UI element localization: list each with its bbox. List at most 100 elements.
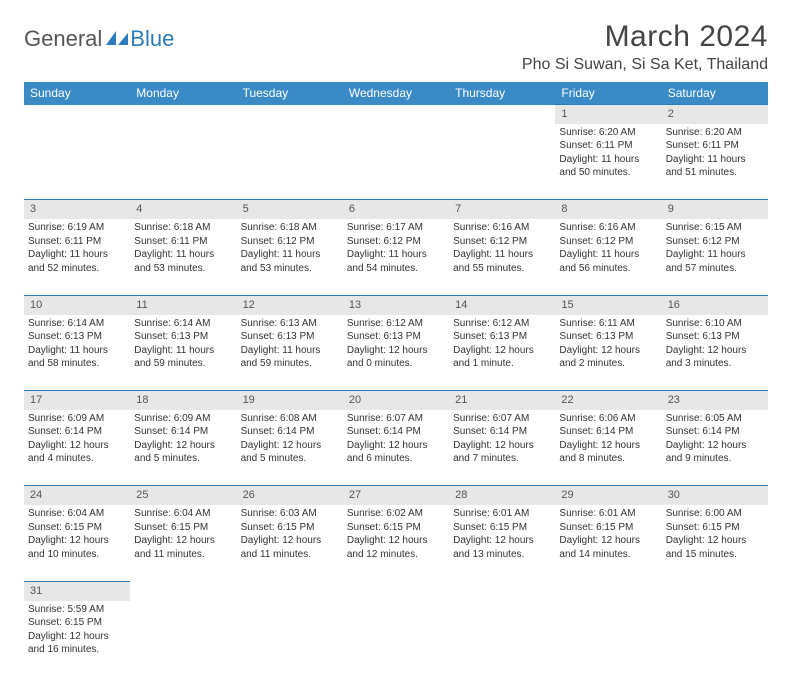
day-number — [555, 581, 661, 600]
daylight-text: Daylight: 12 hours and 12 minutes. — [347, 534, 445, 561]
day-number: 29 — [555, 486, 661, 505]
day-cell: Sunrise: 6:18 AMSunset: 6:12 PMDaylight:… — [237, 219, 343, 295]
sunset-text: Sunset: 6:14 PM — [453, 425, 551, 439]
daylight-text: Daylight: 12 hours and 7 minutes. — [453, 439, 551, 466]
day-cell: Sunrise: 6:20 AMSunset: 6:11 PMDaylight:… — [555, 124, 661, 200]
day-number: 27 — [343, 486, 449, 505]
sunrise-text: Sunrise: 6:14 AM — [28, 317, 126, 331]
sunrise-text: Sunrise: 6:10 AM — [666, 317, 764, 331]
daylight-text: Daylight: 11 hours and 54 minutes. — [347, 248, 445, 275]
sunrise-text: Sunrise: 6:09 AM — [134, 412, 232, 426]
calendar-head: SundayMondayTuesdayWednesdayThursdayFrid… — [24, 82, 768, 105]
sunset-text: Sunset: 6:15 PM — [559, 521, 657, 535]
sunrise-text: Sunrise: 6:13 AM — [241, 317, 339, 331]
month-title: March 2024 — [522, 20, 768, 54]
sunset-text: Sunset: 6:15 PM — [134, 521, 232, 535]
daylight-text: Daylight: 11 hours and 59 minutes. — [241, 344, 339, 371]
sunset-text: Sunset: 6:11 PM — [559, 139, 657, 153]
sunset-text: Sunset: 6:14 PM — [241, 425, 339, 439]
sunset-text: Sunset: 6:15 PM — [666, 521, 764, 535]
day-number: 2 — [662, 105, 768, 124]
sunset-text: Sunset: 6:11 PM — [666, 139, 764, 153]
sunset-text: Sunset: 6:11 PM — [134, 235, 232, 249]
day-header: Sunday — [24, 82, 130, 105]
day-number-row: 24252627282930 — [24, 486, 768, 505]
sunset-text: Sunset: 6:14 PM — [28, 425, 126, 439]
day-number: 4 — [130, 200, 236, 219]
day-number — [237, 105, 343, 124]
daylight-text: Daylight: 11 hours and 55 minutes. — [453, 248, 551, 275]
day-header: Monday — [130, 82, 236, 105]
logo-text-blue: Blue — [130, 26, 174, 52]
day-cell: Sunrise: 6:09 AMSunset: 6:14 PMDaylight:… — [24, 410, 130, 486]
logo: General Blue — [24, 26, 174, 52]
day-number — [662, 581, 768, 600]
sunrise-text: Sunrise: 6:02 AM — [347, 507, 445, 521]
sunrise-text: Sunrise: 6:11 AM — [559, 317, 657, 331]
day-number — [237, 581, 343, 600]
sunset-text: Sunset: 6:13 PM — [28, 330, 126, 344]
day-cell — [130, 124, 236, 200]
day-number: 15 — [555, 295, 661, 314]
daylight-text: Daylight: 11 hours and 57 minutes. — [666, 248, 764, 275]
day-number-row: 31 — [24, 581, 768, 600]
day-number-row: 17181920212223 — [24, 391, 768, 410]
daylight-text: Daylight: 12 hours and 9 minutes. — [666, 439, 764, 466]
day-cell: Sunrise: 6:07 AMSunset: 6:14 PMDaylight:… — [449, 410, 555, 486]
day-number: 25 — [130, 486, 236, 505]
daylight-text: Daylight: 12 hours and 5 minutes. — [134, 439, 232, 466]
day-number: 7 — [449, 200, 555, 219]
day-number: 14 — [449, 295, 555, 314]
day-cell: Sunrise: 6:12 AMSunset: 6:13 PMDaylight:… — [449, 315, 555, 391]
day-header: Saturday — [662, 82, 768, 105]
daylight-text: Daylight: 12 hours and 15 minutes. — [666, 534, 764, 561]
daylight-text: Daylight: 12 hours and 1 minute. — [453, 344, 551, 371]
logo-text-general: General — [24, 26, 102, 52]
daylight-text: Daylight: 11 hours and 52 minutes. — [28, 248, 126, 275]
day-number: 12 — [237, 295, 343, 314]
sunrise-text: Sunrise: 6:03 AM — [241, 507, 339, 521]
daylight-text: Daylight: 12 hours and 13 minutes. — [453, 534, 551, 561]
day-cell: Sunrise: 6:20 AMSunset: 6:11 PMDaylight:… — [662, 124, 768, 200]
daylight-text: Daylight: 11 hours and 53 minutes. — [134, 248, 232, 275]
daylight-text: Daylight: 12 hours and 5 minutes. — [241, 439, 339, 466]
day-cell: Sunrise: 6:10 AMSunset: 6:13 PMDaylight:… — [662, 315, 768, 391]
sunrise-text: Sunrise: 6:01 AM — [559, 507, 657, 521]
header: General Blue March 2024 Pho Si Suwan, Si… — [24, 20, 768, 80]
daylight-text: Daylight: 12 hours and 2 minutes. — [559, 344, 657, 371]
daylight-text: Daylight: 12 hours and 10 minutes. — [28, 534, 126, 561]
sunrise-text: Sunrise: 6:04 AM — [134, 507, 232, 521]
sail-icon — [106, 31, 128, 47]
daylight-text: Daylight: 12 hours and 0 minutes. — [347, 344, 445, 371]
day-number: 30 — [662, 486, 768, 505]
day-number — [449, 581, 555, 600]
day-number: 20 — [343, 391, 449, 410]
sunset-text: Sunset: 6:15 PM — [347, 521, 445, 535]
day-number: 9 — [662, 200, 768, 219]
sunrise-text: Sunrise: 6:09 AM — [28, 412, 126, 426]
sunrise-text: Sunrise: 6:12 AM — [453, 317, 551, 331]
day-number: 13 — [343, 295, 449, 314]
day-content-row: Sunrise: 6:19 AMSunset: 6:11 PMDaylight:… — [24, 219, 768, 295]
day-number-row: 10111213141516 — [24, 295, 768, 314]
day-cell: Sunrise: 6:16 AMSunset: 6:12 PMDaylight:… — [449, 219, 555, 295]
daylight-text: Daylight: 12 hours and 11 minutes. — [134, 534, 232, 561]
day-number: 3 — [24, 200, 130, 219]
day-number — [130, 581, 236, 600]
sunrise-text: Sunrise: 6:20 AM — [559, 126, 657, 140]
daylight-text: Daylight: 11 hours and 56 minutes. — [559, 248, 657, 275]
day-cell: Sunrise: 6:04 AMSunset: 6:15 PMDaylight:… — [130, 505, 236, 581]
daylight-text: Daylight: 11 hours and 58 minutes. — [28, 344, 126, 371]
day-number: 19 — [237, 391, 343, 410]
sunset-text: Sunset: 6:15 PM — [241, 521, 339, 535]
sunrise-text: Sunrise: 6:07 AM — [347, 412, 445, 426]
daylight-text: Daylight: 12 hours and 16 minutes. — [28, 630, 126, 657]
day-cell: Sunrise: 6:14 AMSunset: 6:13 PMDaylight:… — [130, 315, 236, 391]
day-number: 23 — [662, 391, 768, 410]
sunrise-text: Sunrise: 6:06 AM — [559, 412, 657, 426]
sunrise-text: Sunrise: 6:00 AM — [666, 507, 764, 521]
day-number: 10 — [24, 295, 130, 314]
sunset-text: Sunset: 6:15 PM — [28, 521, 126, 535]
day-number: 24 — [24, 486, 130, 505]
calendar-table: SundayMondayTuesdayWednesdayThursdayFrid… — [24, 82, 768, 677]
